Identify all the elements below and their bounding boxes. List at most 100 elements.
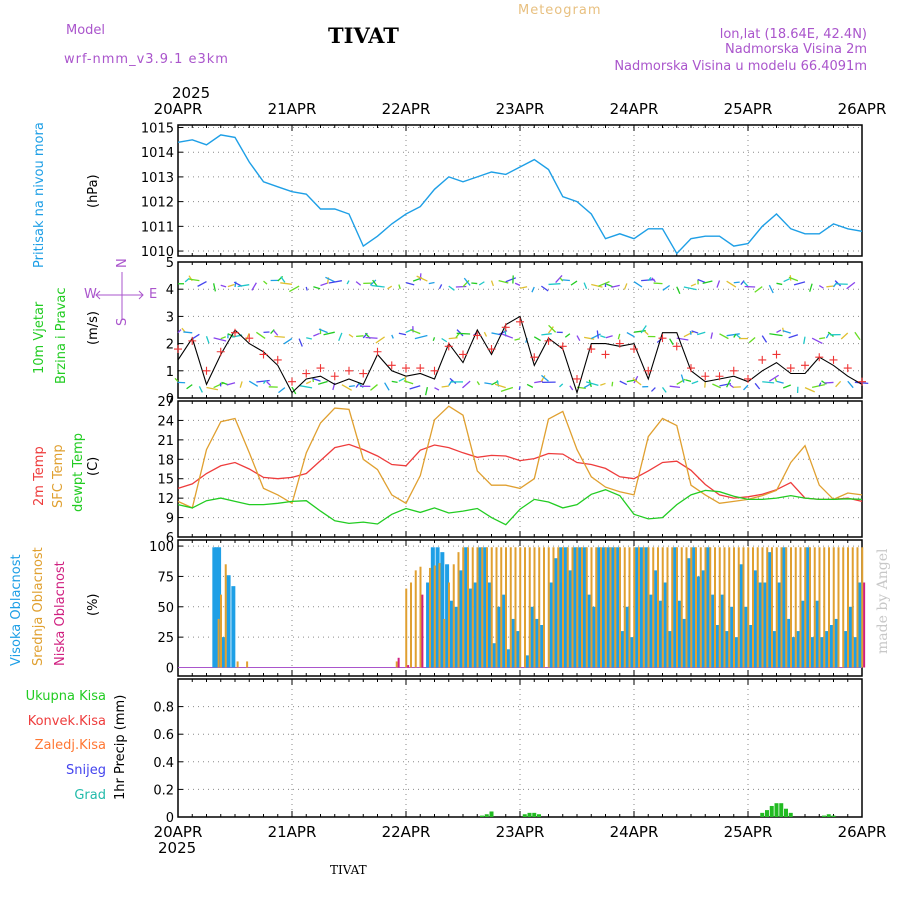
wind-arrow-icon bbox=[540, 375, 546, 382]
wind-arrow-icon bbox=[478, 281, 485, 286]
bottom-day-label: 22APR bbox=[382, 823, 431, 841]
cloud-high-bar bbox=[782, 547, 787, 668]
wind-arrow-icon bbox=[186, 384, 193, 390]
compass-rose-icon bbox=[95, 272, 144, 319]
cloud-mid-bar bbox=[538, 547, 541, 668]
wind-frame bbox=[177, 261, 863, 399]
cloud-mid-bar bbox=[576, 547, 579, 668]
temp-panel: 6 9 12 15 18 21 24 27 bbox=[157, 395, 863, 546]
wind-arrow-icon bbox=[548, 283, 561, 286]
gust-point-marker bbox=[815, 353, 824, 362]
cloud-high-bar bbox=[445, 564, 450, 668]
wind-arrow-icon bbox=[669, 385, 681, 388]
wind-arrow-icon bbox=[338, 332, 343, 341]
y-tick-label: 21 bbox=[157, 434, 174, 449]
cloud-high-bar bbox=[459, 570, 464, 668]
y-tick-label: 0 bbox=[166, 662, 174, 677]
cloud-high-bar bbox=[725, 631, 730, 668]
gust-point-marker bbox=[259, 350, 268, 359]
product-title: Meteogram bbox=[518, 3, 602, 18]
wind-arrow-icon bbox=[651, 387, 656, 392]
wind-arrow-icon bbox=[391, 380, 398, 383]
precip-bar bbox=[784, 808, 788, 817]
cloud-mid-bar bbox=[794, 547, 797, 668]
cloud-mid-bar bbox=[861, 547, 864, 668]
gust-point-marker bbox=[644, 366, 653, 375]
temp-label-2: SFC Temp bbox=[51, 444, 66, 508]
wind-arrow-icon bbox=[804, 387, 815, 393]
wind-arrow-icon bbox=[626, 331, 635, 338]
wind-arrow-icon bbox=[318, 328, 328, 334]
y-tick-label: 25 bbox=[157, 631, 174, 646]
cloud-label-2: Srednja Oblacnost bbox=[31, 547, 46, 666]
cloud-mid-bar bbox=[405, 588, 408, 668]
wind-arrow-icon bbox=[409, 329, 421, 335]
cloud-mid-bar bbox=[219, 594, 222, 668]
wind-arrow-icon bbox=[743, 384, 749, 391]
gust-point-marker bbox=[402, 364, 410, 373]
wind-arrow-icon bbox=[669, 338, 674, 345]
gust-point-marker bbox=[601, 350, 610, 359]
bottom-day-label: 23APR bbox=[496, 823, 545, 841]
cloud-mid-bar bbox=[595, 547, 598, 668]
wind-arrow-icon bbox=[213, 382, 225, 389]
cloud-high-bar bbox=[426, 582, 431, 668]
wind-arrow-icon bbox=[398, 284, 401, 290]
cloud-high-bar bbox=[573, 547, 578, 668]
precip-label-4: Grad bbox=[74, 788, 106, 803]
gust-point-marker bbox=[273, 355, 282, 364]
wind-arrow-icon bbox=[733, 333, 737, 338]
wind-arrow-icon bbox=[683, 330, 695, 338]
wind-arrow-icon bbox=[547, 326, 554, 334]
wind-arrow-icon bbox=[661, 387, 667, 393]
cloud-mid-bar bbox=[519, 547, 522, 668]
gust-point-marker bbox=[615, 339, 624, 348]
cloud-high-bar bbox=[649, 594, 654, 668]
wind-arrow-icon bbox=[428, 281, 435, 285]
y-tick-label: 75 bbox=[157, 570, 174, 585]
wind-arrow-icon bbox=[320, 282, 329, 287]
cloud-low-bar bbox=[421, 594, 424, 668]
cloud-mid-bar bbox=[775, 547, 778, 668]
cloud-mid-bar bbox=[481, 547, 484, 668]
cloud-high-bar bbox=[616, 547, 621, 668]
cloud-high-bar bbox=[511, 618, 516, 668]
wind-arrow-icon bbox=[576, 335, 581, 342]
gust-point-marker bbox=[858, 377, 866, 386]
cloud-mid-bar bbox=[837, 547, 840, 668]
wind-arrow-icon bbox=[494, 383, 506, 389]
cloud-high-bar bbox=[597, 547, 602, 668]
cloud-mid-bar bbox=[827, 547, 830, 668]
wind-arrow-icon bbox=[782, 330, 791, 334]
top-day-label: 25APR bbox=[724, 100, 773, 118]
wind-arrow-icon bbox=[600, 382, 606, 386]
wind-arrow-icon bbox=[248, 380, 259, 387]
y-tick-label: 15 bbox=[157, 473, 174, 488]
wind-arrow-icon bbox=[280, 276, 286, 283]
cloud-high-bar bbox=[763, 582, 768, 668]
wind-arrow-icon bbox=[782, 327, 785, 333]
wind-arrow-icon bbox=[680, 374, 685, 383]
cloud-mid-bar bbox=[690, 547, 693, 668]
cloud-high-bar bbox=[606, 547, 611, 668]
wind-arrow-icon bbox=[854, 331, 861, 341]
wind-arrow-icon bbox=[313, 286, 321, 290]
cloud-high-bar bbox=[601, 547, 606, 668]
footer-station: TIVAT bbox=[330, 863, 367, 877]
y-tick-label: 1015 bbox=[141, 121, 174, 136]
gust-point-marker bbox=[316, 364, 325, 373]
wind-arrow-icon bbox=[685, 379, 692, 382]
wind-arrow-icon bbox=[405, 328, 414, 333]
lonlat-text: lon,lat (18.64E, 42.4N) bbox=[720, 27, 867, 42]
cloud-mid-bar bbox=[528, 547, 531, 668]
y-tick-label: 0.6 bbox=[153, 728, 174, 743]
y-tick-label: 50 bbox=[157, 601, 174, 616]
cloud-mid-bar bbox=[580, 547, 583, 668]
cloud-mid-bar bbox=[628, 547, 631, 668]
pressure-series-line bbox=[177, 134, 863, 255]
wind-arrow-icon bbox=[323, 331, 335, 336]
cloud-high-bar bbox=[483, 547, 488, 668]
cloud-high-bar bbox=[430, 547, 435, 668]
y-tick-label: 9 bbox=[166, 512, 174, 527]
cloud-mid-bar bbox=[428, 567, 431, 668]
